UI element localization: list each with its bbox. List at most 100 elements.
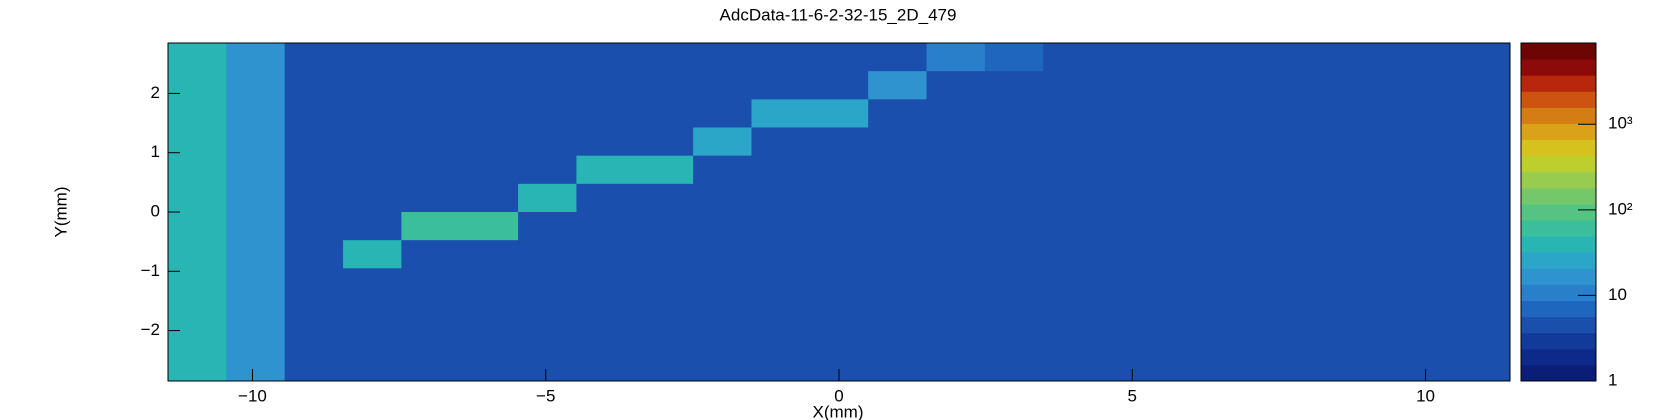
- heat-cell: [459, 212, 519, 241]
- heat-cell: [401, 268, 461, 297]
- heat-cell: [926, 183, 986, 213]
- heat-cell: [751, 240, 811, 269]
- heat-cell: [343, 240, 402, 269]
- heat-cell: [809, 43, 869, 72]
- heat-cell: [459, 268, 519, 297]
- heat-cell: [576, 127, 636, 157]
- heat-cell: [1043, 99, 1103, 128]
- heat-cell: [809, 127, 869, 157]
- color-bar-band: [1521, 220, 1596, 237]
- color-bar-band: [1521, 91, 1596, 108]
- heat-cell: [751, 268, 811, 297]
- heat-cell: [284, 127, 344, 157]
- heat-cell: [693, 43, 752, 72]
- heat-cell: [576, 99, 636, 128]
- heat-cell: [868, 183, 928, 213]
- heat-cell: [168, 43, 227, 72]
- heat-cell: [984, 127, 1044, 157]
- heat-cell: [284, 352, 344, 382]
- heat-cell: [1043, 352, 1103, 382]
- heat-cell: [1334, 240, 1394, 269]
- heat-cell: [1043, 324, 1103, 354]
- heat-cell: [1159, 183, 1219, 213]
- heat-cell: [226, 43, 286, 72]
- heat-cell: [751, 127, 811, 157]
- heat-cell: [984, 352, 1044, 382]
- heat-cell: [1101, 296, 1161, 326]
- color-bar-frame: [1520, 42, 1597, 382]
- heat-cell: [693, 268, 752, 297]
- heat-cell: [1393, 183, 1453, 213]
- heat-cell: [1101, 71, 1161, 100]
- heat-cell: [1159, 296, 1219, 326]
- y-axis-label: Y(mm): [51, 187, 70, 238]
- heat-cell: [1334, 212, 1394, 241]
- heat-cell: [1334, 43, 1394, 72]
- heat-cell: [343, 296, 402, 326]
- heat-cell: [751, 43, 811, 72]
- heat-cell: [1218, 324, 1278, 354]
- heat-cell: [809, 155, 869, 185]
- heat-cell: [1393, 71, 1453, 100]
- heat-cell: [401, 240, 461, 269]
- heat-cell: [634, 155, 694, 185]
- heat-cell: [518, 324, 577, 354]
- x-tick-label: 0: [834, 386, 843, 405]
- heat-cell: [1276, 352, 1336, 382]
- heat-cell: [1451, 268, 1511, 297]
- heat-cell: [343, 71, 402, 100]
- heat-cell: [1276, 71, 1336, 100]
- heat-cell: [343, 324, 402, 354]
- heat-cell: [984, 71, 1044, 100]
- heat-cell: [751, 183, 811, 213]
- heat-cell: [168, 296, 227, 326]
- heat-cell: [809, 296, 869, 326]
- heat-cell: [1101, 268, 1161, 297]
- heat-cell: [693, 296, 752, 326]
- heat-cell: [926, 212, 986, 241]
- heat-cell: [1218, 43, 1278, 72]
- heat-cell: [1043, 268, 1103, 297]
- heat-cell: [343, 268, 402, 297]
- color-bar-band: [1521, 364, 1596, 382]
- heat-cell: [226, 155, 286, 185]
- color-bar-band: [1521, 107, 1596, 124]
- heat-cell: [1101, 127, 1161, 157]
- y-tick-label: −2: [141, 320, 160, 339]
- heat-cell: [518, 296, 577, 326]
- heat-cell: [1218, 240, 1278, 269]
- heat-cell: [693, 155, 752, 185]
- color-bar-band: [1521, 300, 1596, 318]
- heat-cell: [1276, 212, 1336, 241]
- color-bar-band: [1521, 284, 1596, 302]
- heat-cell: [226, 212, 286, 241]
- heat-cell: [576, 296, 636, 326]
- heat-cell: [634, 240, 694, 269]
- heat-cell: [226, 183, 286, 213]
- heat-cell: [1159, 240, 1219, 269]
- y-tick-label: −1: [141, 261, 160, 280]
- heat-cell: [1334, 324, 1394, 354]
- heat-cell: [926, 155, 986, 185]
- heat-cell: [284, 296, 344, 326]
- heat-cell: [284, 99, 344, 128]
- heat-cell: [868, 240, 928, 269]
- heat-cell: [226, 127, 286, 157]
- y-tick-label: 0: [151, 201, 160, 220]
- heat-cell: [1451, 183, 1511, 213]
- heat-cell: [926, 296, 986, 326]
- heat-cell: [1451, 324, 1511, 354]
- heat-cell: [518, 183, 577, 213]
- heat-cell: [1334, 268, 1394, 297]
- heat-cell: [459, 296, 519, 326]
- color-bar-band: [1521, 43, 1596, 60]
- heat-cell: [576, 268, 636, 297]
- z-tick-label: 10²: [1608, 199, 1633, 218]
- heat-cell: [168, 155, 227, 185]
- heat-cell: [226, 352, 286, 382]
- heat-cell: [1101, 43, 1161, 72]
- heat-cell: [868, 268, 928, 297]
- heat-cell: [1451, 296, 1511, 326]
- heat-cell: [1043, 43, 1103, 72]
